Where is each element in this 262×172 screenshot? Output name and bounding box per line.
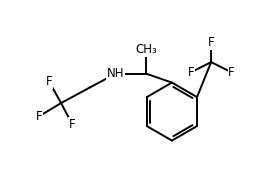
Text: F: F bbox=[36, 110, 43, 122]
Text: F: F bbox=[46, 75, 52, 88]
Text: NH: NH bbox=[107, 67, 124, 80]
Text: F: F bbox=[187, 66, 194, 79]
Text: F: F bbox=[208, 36, 215, 49]
Text: F: F bbox=[69, 118, 76, 131]
Text: CH₃: CH₃ bbox=[135, 43, 157, 56]
Text: F: F bbox=[228, 66, 235, 79]
